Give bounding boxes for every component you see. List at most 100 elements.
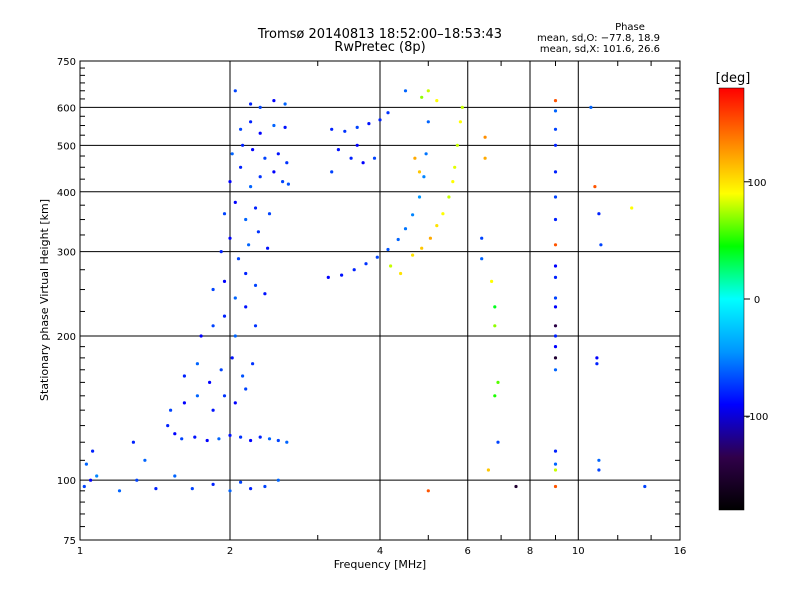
- echo-point-x: [553, 345, 558, 349]
- echo-point-o: [330, 170, 334, 174]
- echo-point-o: [95, 474, 99, 478]
- echo-point-o: [205, 438, 209, 443]
- echo-point-o: [244, 217, 248, 222]
- echo-point-o: [426, 120, 430, 124]
- chart-subtitle: RwPretec (8p): [334, 40, 426, 55]
- echo-point-x: [593, 185, 597, 189]
- echo-point-x: [595, 362, 599, 366]
- echo-point-x: [417, 170, 422, 174]
- echo-point-x: [441, 212, 445, 216]
- echo-point-o: [285, 161, 289, 165]
- echo-point-x: [447, 195, 451, 199]
- echo-point-x: [426, 89, 430, 93]
- echo-point-o: [249, 487, 253, 491]
- echo-point-x: [451, 180, 455, 184]
- echo-point-o: [272, 123, 276, 128]
- echo-point-o: [267, 437, 272, 441]
- echo-point-x: [435, 224, 439, 228]
- echo-point-o: [417, 195, 422, 199]
- echo-point-x: [630, 206, 634, 210]
- echo-point-o: [249, 438, 253, 443]
- echo-point-o: [182, 401, 186, 405]
- echo-point-o: [222, 394, 227, 398]
- echo-point-x: [486, 468, 490, 472]
- echo-point-x: [595, 356, 599, 360]
- echo-point-x: [458, 120, 462, 124]
- echo-point-o: [230, 356, 234, 360]
- echo-point-x: [553, 143, 558, 147]
- colorbar-label: [deg]: [716, 71, 751, 86]
- echo-point-o: [258, 131, 262, 135]
- echo-point-o: [285, 440, 289, 444]
- echo-point-o: [361, 161, 365, 165]
- echo-point-o: [276, 152, 280, 156]
- y-tick-label: 75: [63, 536, 76, 547]
- echo-point-o: [326, 275, 330, 279]
- echo-point-o: [89, 478, 93, 482]
- echo-point-o: [195, 362, 199, 366]
- echo-point-x: [493, 305, 497, 309]
- echo-point-o: [276, 478, 280, 482]
- echo-point-x: [493, 324, 497, 328]
- echo-point-x: [455, 143, 459, 147]
- echo-point-x: [483, 135, 487, 139]
- echo-point-o: [258, 105, 262, 109]
- echo-point-o: [173, 432, 177, 436]
- echo-point-o: [266, 246, 270, 250]
- echo-point-o: [233, 200, 237, 204]
- echo-point-o: [247, 243, 251, 247]
- echo-point-o: [91, 449, 95, 453]
- echo-point-o: [367, 122, 371, 126]
- echo-point-x: [460, 105, 464, 109]
- x-tick-label: 8: [527, 546, 533, 557]
- echo-point-x: [553, 305, 558, 309]
- data-points: [82, 89, 647, 493]
- echo-point-o: [219, 368, 223, 372]
- echo-point-o: [396, 237, 400, 242]
- echo-point-o: [241, 143, 245, 147]
- echo-point-x: [553, 484, 558, 489]
- echo-point-x: [553, 368, 558, 372]
- echo-point-o: [249, 185, 253, 189]
- echo-point-x: [514, 484, 518, 489]
- echo-point-o: [256, 230, 260, 234]
- y-axis-label: Stationary phase Virtual Height [km]: [38, 199, 51, 401]
- echo-point-o: [211, 482, 215, 486]
- echo-point-o: [253, 283, 258, 287]
- colorbar-tick-label: 0: [754, 295, 760, 306]
- echo-point-o: [378, 118, 382, 122]
- echo-point-o: [355, 143, 359, 147]
- echo-point-o: [286, 182, 290, 186]
- colorbar-gradient: [718, 87, 745, 511]
- echo-point-o: [249, 102, 253, 106]
- echo-point-x: [413, 156, 417, 160]
- colorbar-tick-label: -100: [746, 412, 769, 423]
- y-tick-label: 100: [57, 476, 76, 487]
- echo-point-o: [386, 111, 390, 115]
- echo-point-o: [239, 435, 243, 439]
- y-axis-ticks: 75 100 200 300 400 500 600 750: [57, 57, 680, 547]
- echo-point-x: [589, 105, 593, 109]
- echo-point-o: [84, 462, 88, 466]
- echo-point-o: [230, 152, 234, 156]
- echo-point-o: [222, 212, 227, 216]
- plot-frame: [79, 60, 681, 541]
- echo-point-x: [411, 253, 415, 257]
- echo-point-x: [553, 468, 558, 472]
- echo-point-x: [553, 217, 558, 222]
- x-tick-label: 2: [227, 546, 233, 557]
- echo-point-o: [364, 262, 368, 266]
- echo-point-o: [217, 437, 221, 441]
- echo-point-o: [222, 279, 227, 283]
- echo-point-o: [228, 433, 232, 437]
- echo-point-o: [228, 489, 232, 493]
- echo-point-x: [553, 462, 558, 466]
- echo-point-o: [283, 102, 287, 106]
- echo-point-x: [597, 458, 601, 462]
- echo-point-x: [399, 271, 403, 276]
- echo-point-o: [117, 489, 122, 493]
- x-tick-label: 16: [674, 546, 687, 557]
- echo-point-x: [553, 243, 558, 247]
- echo-point-o: [173, 474, 177, 478]
